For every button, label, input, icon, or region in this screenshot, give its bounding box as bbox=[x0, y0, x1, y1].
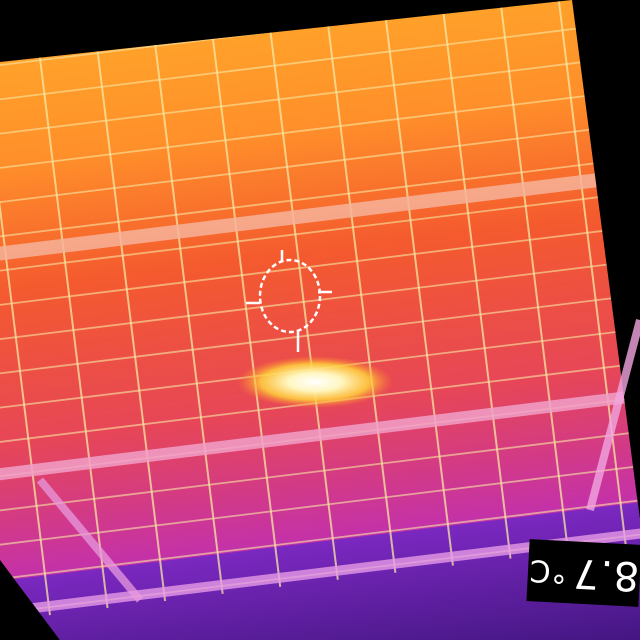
grid-line-vertical bbox=[0, 0, 51, 616]
grid-line-vertical bbox=[373, 0, 454, 566]
grid-line-vertical bbox=[201, 0, 282, 587]
grid-line-vertical bbox=[316, 0, 397, 573]
grid-line-vertical bbox=[431, 0, 512, 559]
grid-line-vertical bbox=[28, 0, 109, 609]
grid-line-horizontal bbox=[0, 411, 640, 524]
grid-line-vertical bbox=[143, 0, 224, 595]
grid-line-vertical bbox=[489, 0, 570, 552]
crosshair-icon bbox=[246, 250, 332, 352]
frame-rail-upper bbox=[0, 152, 640, 277]
hotspot bbox=[237, 356, 393, 408]
support-strut-left bbox=[36, 477, 144, 603]
temperature-readout: 8.7 °C bbox=[526, 539, 640, 607]
grid-line-horizontal bbox=[0, 445, 640, 558]
temperature-unit: °C bbox=[527, 552, 568, 590]
grid-line-horizontal bbox=[0, 479, 640, 591]
temperature-value: 8.7 bbox=[571, 549, 640, 599]
frame-rail-lower bbox=[0, 371, 640, 493]
grid-line-vertical bbox=[86, 0, 167, 602]
support-strut-right bbox=[586, 318, 640, 512]
